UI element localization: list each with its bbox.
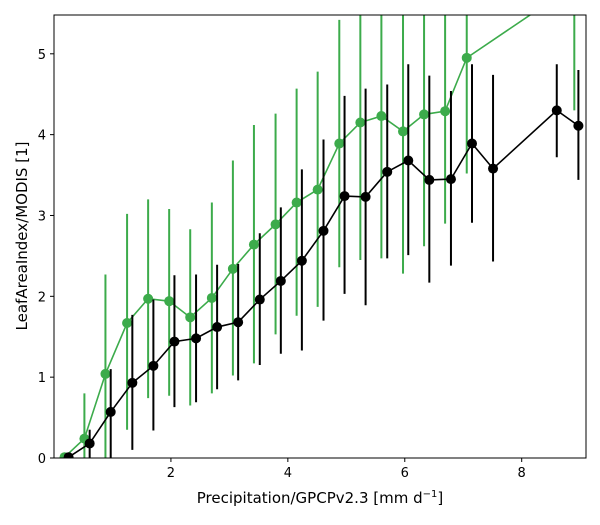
x-axis-label: Precipitation/GPCPv2.3 [mm d−1] bbox=[197, 489, 443, 507]
ticks-layer: 2 4 6 8 0 1 2 3 4 5 bbox=[38, 48, 526, 481]
series-1-point-18 bbox=[419, 109, 430, 120]
x-axis-label-end: ] bbox=[437, 489, 443, 507]
series-2-point-23 bbox=[573, 120, 584, 131]
y-tick-label-2: 2 bbox=[38, 290, 46, 305]
y-tick-label-0: 0 bbox=[38, 452, 46, 467]
x-tick-label-6: 6 bbox=[401, 466, 409, 481]
series-1-point-19 bbox=[440, 106, 451, 117]
series-2-point-22 bbox=[551, 105, 562, 116]
series-1-point-5 bbox=[143, 293, 154, 304]
y-tick-label-5: 5 bbox=[38, 48, 46, 63]
y-tick-label-1: 1 bbox=[38, 371, 46, 386]
series-1-point-11 bbox=[270, 219, 281, 230]
y-tick-label-4: 4 bbox=[38, 129, 46, 144]
series-1 bbox=[59, 15, 576, 458]
series-2-point-17 bbox=[403, 155, 414, 166]
series-2-point-10 bbox=[254, 294, 265, 305]
plot-frame bbox=[53, 14, 587, 459]
series-2-point-13 bbox=[318, 225, 329, 236]
series-2-point-18 bbox=[424, 174, 435, 185]
series-2-point-4 bbox=[127, 377, 138, 388]
series-2-point-20 bbox=[467, 138, 477, 149]
series-1-point-9 bbox=[227, 263, 238, 274]
series-2-point-11 bbox=[275, 275, 286, 286]
series-2-point-6 bbox=[169, 336, 180, 347]
series-2-point-5 bbox=[148, 360, 159, 371]
series-1-point-10 bbox=[248, 239, 259, 250]
series-1-point-15 bbox=[355, 117, 366, 128]
series-2-point-15 bbox=[360, 191, 371, 202]
series-1-point-4 bbox=[122, 317, 133, 328]
x-axis-label-superscript: −1 bbox=[423, 489, 438, 500]
series-1-point-20 bbox=[461, 52, 472, 63]
series-2-point-21 bbox=[488, 163, 499, 174]
x-tick-label-8: 8 bbox=[518, 466, 526, 481]
series-1-point-17 bbox=[398, 126, 409, 137]
series-1-point-16 bbox=[376, 111, 387, 122]
series-1-point-14 bbox=[334, 138, 345, 149]
series-2-point-12 bbox=[296, 255, 307, 266]
series-1-point-8 bbox=[206, 292, 217, 303]
series-2-point-7 bbox=[191, 333, 202, 344]
y-tick-label-3: 3 bbox=[38, 209, 46, 224]
series-2-point-14 bbox=[339, 191, 350, 202]
series-1-point-13 bbox=[312, 184, 323, 195]
series-2-point-16 bbox=[382, 166, 393, 177]
series-2 bbox=[63, 64, 584, 458]
series-1-point-7 bbox=[185, 312, 196, 323]
y-axis-label: LeafAreaIndex/MODIS [1] bbox=[13, 142, 31, 331]
series-2-point-3 bbox=[105, 406, 116, 417]
series-1-point-3 bbox=[100, 368, 111, 379]
series-1-point-6 bbox=[164, 296, 175, 307]
series-1-point-12 bbox=[291, 197, 302, 208]
series-2-point-9 bbox=[233, 317, 244, 328]
series-2-point-2 bbox=[84, 438, 95, 449]
x-tick-label-4: 4 bbox=[284, 466, 292, 481]
series-2-point-1 bbox=[63, 452, 74, 458]
x-tick-label-2: 2 bbox=[167, 466, 175, 481]
series-2-point-8 bbox=[212, 322, 223, 333]
x-axis-label-main: Precipitation/GPCPv2.3 [mm d bbox=[197, 489, 423, 507]
series-layer bbox=[59, 15, 584, 458]
series-2-point-19 bbox=[445, 174, 456, 185]
